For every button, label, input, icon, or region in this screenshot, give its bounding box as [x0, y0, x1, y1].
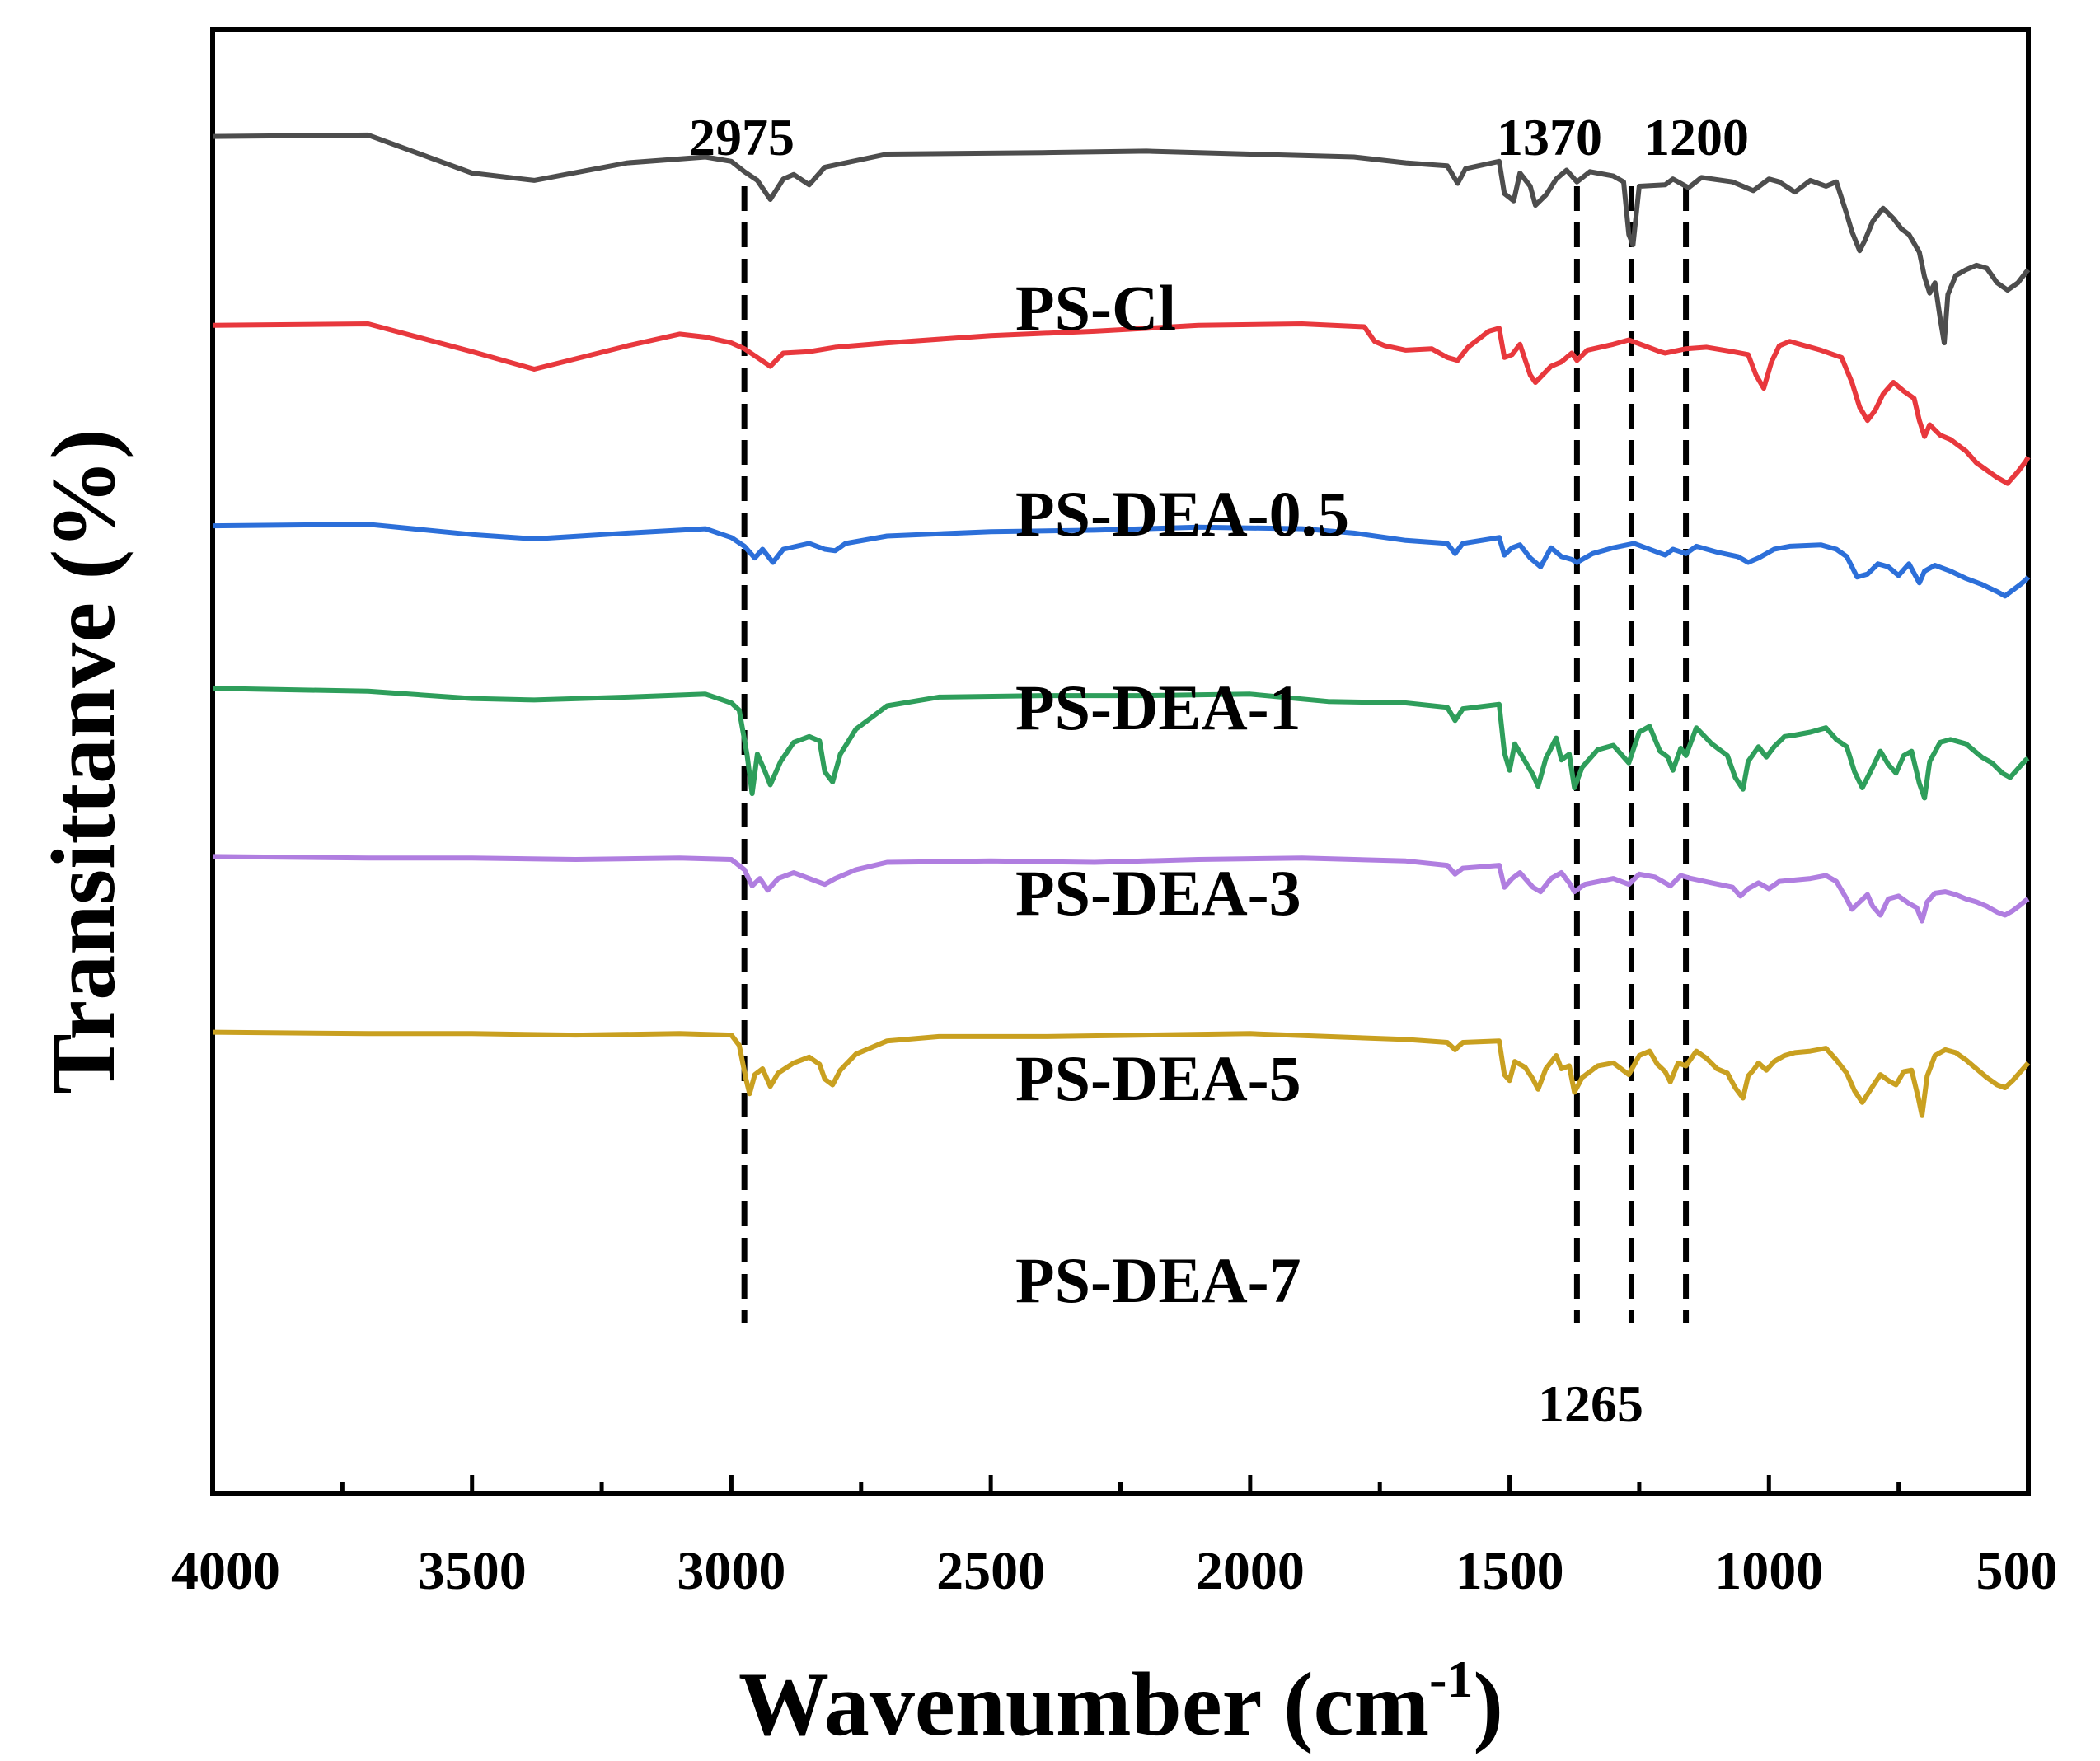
- x-axis-title-superscript: -1: [1429, 1650, 1473, 1708]
- x-tick-label: 3500: [418, 1541, 527, 1601]
- x-axis-tick-labels: 4000 3500 3000 2500 2000 1500 1000 500: [171, 1541, 2058, 1601]
- ref-label-2975: 2975: [689, 108, 795, 166]
- series-line-ps-dea-3: [212, 686, 2030, 801]
- x-axis-title: Wavenumber (cm-1): [738, 1650, 1503, 1754]
- series-label-ps-dea-0-5: PS-DEA-0.5: [1015, 478, 1349, 550]
- series-line-ps-cl: [212, 132, 2031, 346]
- x-axis-title-main: Wavenumber (cm: [738, 1654, 1429, 1754]
- y-axis-title: Transittanve (%): [33, 429, 134, 1094]
- x-tick-label: 3000: [677, 1541, 785, 1601]
- series-label-ps-dea-5: PS-DEA-5: [1015, 1042, 1301, 1114]
- series-line-ps-dea-0-5: [212, 321, 2031, 486]
- series-line-ps-dea-1: [212, 522, 2031, 599]
- series-label-ps-dea-7: PS-DEA-7: [1015, 1244, 1301, 1316]
- x-tick-label: 2500: [936, 1541, 1045, 1601]
- series-label-ps-cl: PS-Cl: [1015, 272, 1176, 344]
- x-tick-label: 2000: [1196, 1541, 1305, 1601]
- series-line-ps-dea-5: [212, 854, 2030, 924]
- x-axis-ticks: [210, 1475, 2031, 1493]
- ref-label-1370: 1370: [1497, 108, 1602, 166]
- x-tick-label: 1000: [1714, 1541, 1823, 1601]
- x-axis-title-close: ): [1473, 1654, 1503, 1754]
- reference-lines: [741, 186, 1690, 1323]
- series-label-ps-dea-3: PS-DEA-3: [1015, 857, 1301, 929]
- series-line-ps-dea-7: [212, 1029, 2031, 1118]
- ref-label-1200: 1200: [1643, 108, 1749, 166]
- series-label-ps-dea-1: PS-DEA-1: [1015, 672, 1301, 743]
- x-tick-label: 4000: [171, 1541, 280, 1601]
- series-lines: [212, 132, 2031, 1118]
- x-axis-minor-ticks: [340, 1482, 1901, 1493]
- ref-label-1265: 1265: [1538, 1375, 1643, 1433]
- x-tick-label: 1500: [1455, 1541, 1564, 1601]
- x-tick-label: 500: [1976, 1541, 2058, 1601]
